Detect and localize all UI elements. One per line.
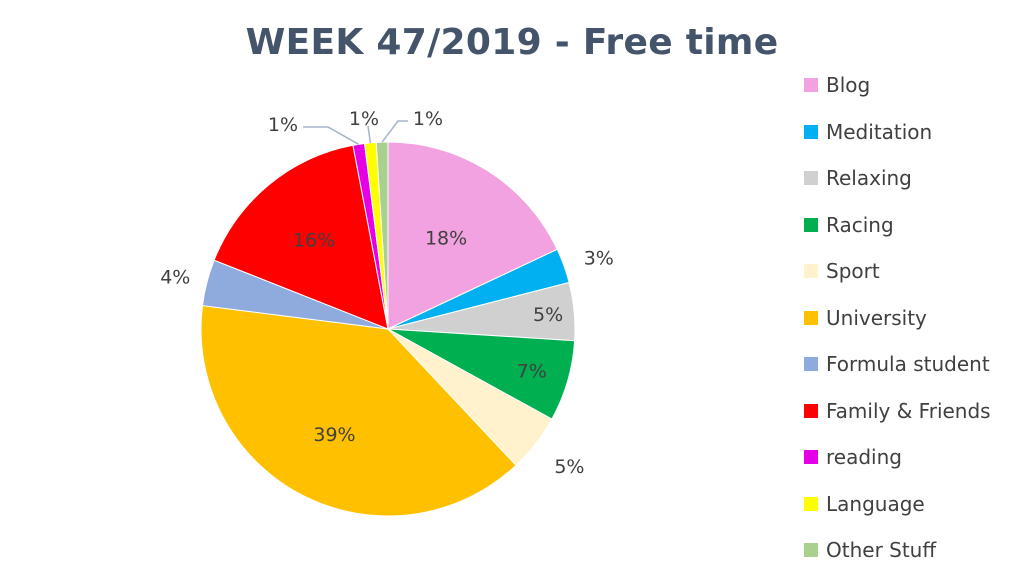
legend-item-university: University [804,305,927,331]
chart-title: WEEK 47/2019 - Free time [245,22,779,63]
data-label-family-and-friends: 16% [293,230,335,252]
legend-label: Family & Friends [826,398,991,423]
slice-family-and-friends [213,144,389,330]
legend-item-meditation: Meditation [804,119,932,145]
legend-label: reading [826,445,902,469]
legend-label: Other Stuff [826,538,937,562]
legend-label: Relaxing [826,166,912,190]
slice-blog [387,141,558,330]
legend-item-relaxing: Relaxing [804,165,912,191]
data-label-meditation: 3% [584,247,614,269]
legend-swatch [804,403,818,418]
legend-item-formula-student: Formula student [804,351,990,377]
legend-swatch [804,310,818,325]
legend-swatch [804,496,818,511]
legend-swatch [804,357,818,371]
leader-line-other-stuff [381,120,408,143]
legend-label: Meditation [826,119,933,144]
legend-item-language: Language [804,491,925,517]
legend-label: University [826,305,927,330]
legend-item-family-and-friends: Family & Friends [804,398,991,424]
legend-label: Sport [826,259,880,283]
legend-item-reading: reading [804,444,902,470]
data-label-blog: 18% [425,227,467,249]
leader-line-language [367,125,372,143]
legend-label: Formula student [826,352,990,376]
legend-swatch [804,124,818,139]
data-labels: 18% 3% 5% 7% 5% 39% 4% 16% 1% 1% 1% [160,108,614,478]
legend-swatch [804,171,818,185]
leader-line-reading [303,126,360,145]
slice-university [200,305,517,517]
legend-swatch [804,78,818,92]
legend-swatch [804,543,818,557]
legend-item-other-stuff: Other Stuff [804,537,936,563]
leader-lines [303,120,408,145]
data-label-university: 39% [313,424,355,446]
legend-swatch [804,217,818,232]
pie-slices [200,141,576,517]
legend-label: Language [826,491,925,516]
legend-swatch [804,450,818,464]
data-label-relaxing: 5% [533,304,563,326]
data-label-sport: 5% [554,456,584,478]
legend-item-sport: Sport [804,258,880,284]
legend-item-blog: Blog [804,72,870,98]
legend-label: Blog [826,73,871,97]
legend-item-racing: Racing [804,212,894,238]
legend-label: Racing [826,212,894,237]
data-label-reading: 1% [268,114,298,136]
data-label-formula-student: 4% [160,266,190,288]
data-label-language: 1% [349,108,379,130]
data-label-other-stuff: 1% [413,108,443,130]
legend-swatch [804,264,818,278]
data-label-racing: 7% [517,361,547,383]
